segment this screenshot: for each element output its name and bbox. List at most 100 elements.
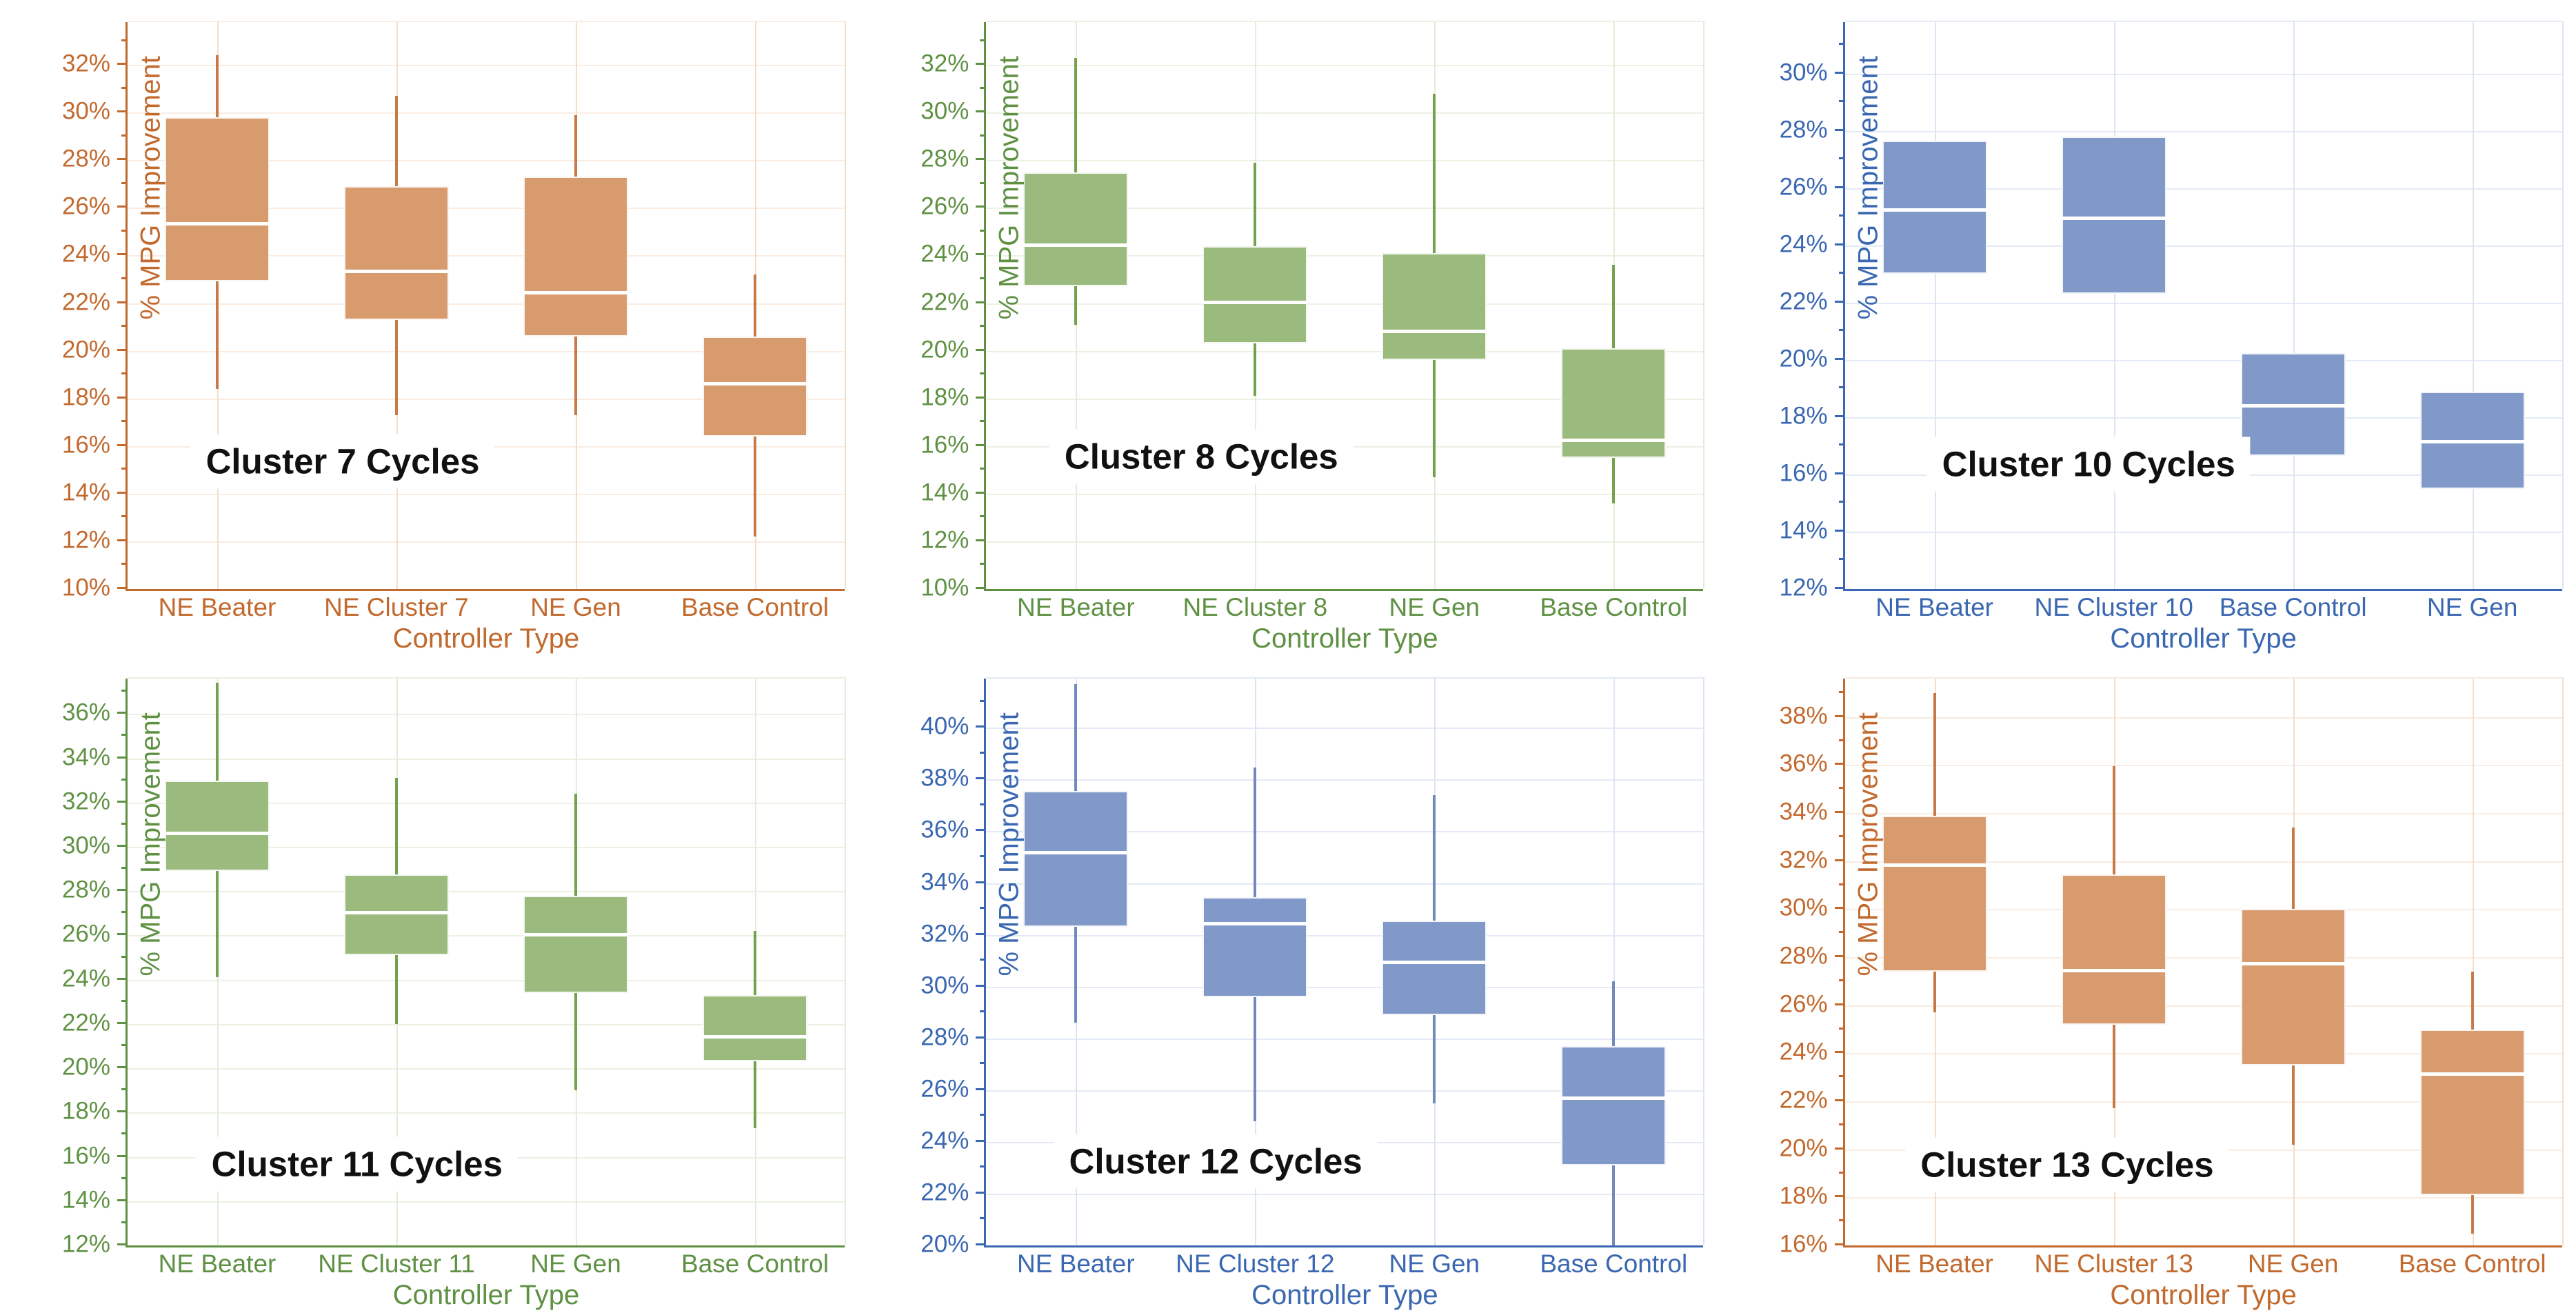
y-major-tick: [117, 348, 128, 351]
x-category-label: NE Cluster 13: [2034, 1250, 2193, 1278]
y-major-tick: [117, 491, 128, 494]
y-tick-label: 30%: [920, 97, 969, 125]
h-gridline: [986, 65, 1704, 67]
x-category-label: NE Cluster 8: [1183, 593, 1328, 621]
y-tick-label: 16%: [920, 431, 969, 459]
panel-title: Cluster 13 Cycles: [1905, 1137, 2229, 1192]
box-iqr: [2061, 874, 2166, 1025]
x-category-label: NE Beater: [1875, 593, 1994, 621]
y-tick-label: 26%: [920, 192, 969, 220]
h-gridline: [986, 1038, 1704, 1040]
h-gridline: [128, 350, 845, 352]
y-axis-title: % MPG Improvement: [994, 712, 1025, 976]
h-gridline: [986, 1090, 1704, 1092]
y-minor-tick: [1838, 739, 1845, 741]
h-gridline: [1844, 1053, 2562, 1055]
y-tick-label: 18%: [920, 383, 969, 411]
x-category-label: NE Beater: [158, 593, 276, 621]
chart-panel-cluster-10-cycles: Cluster 10 Cycles 12% 14% 16% 18% 20% 22% 24% 26…: [1718, 0, 2576, 656]
v-gridline: [1934, 22, 1936, 589]
box-median-line: [2240, 961, 2346, 965]
y-major-tick: [976, 301, 987, 303]
plot-area: [125, 21, 846, 591]
y-tick-label: 14%: [61, 479, 110, 506]
h-gridline: [1844, 130, 2562, 132]
y-major-tick: [117, 1021, 128, 1024]
y-tick-label: 12%: [1779, 574, 1828, 601]
box-median-line: [1023, 850, 1129, 854]
plot-area: [1842, 21, 2564, 591]
y-major-tick: [117, 539, 128, 541]
y-tick-label: 40%: [920, 712, 969, 740]
y-tick-label: 24%: [61, 240, 110, 268]
y-axis-line: [1842, 22, 1845, 589]
y-tick-label: 26%: [1779, 173, 1828, 201]
y-major-tick: [1834, 128, 1845, 131]
y-major-tick: [1834, 300, 1845, 303]
h-gridline: [128, 493, 845, 495]
y-major-tick: [117, 158, 128, 161]
h-gridline: [986, 303, 1704, 305]
y-tick-label: 16%: [1779, 1230, 1828, 1258]
y-tick-label: 18%: [1779, 402, 1828, 430]
y-tick-label: 22%: [1779, 288, 1828, 315]
y-minor-tick: [121, 822, 128, 825]
h-gridline: [128, 112, 845, 114]
h-gridline: [1844, 716, 2562, 719]
y-minor-tick: [121, 181, 128, 184]
chart-panel-cluster-11-cycles: Cluster 11 Cycles 12% 14% 16% 18% 20% 22% 24% 26…: [0, 656, 858, 1313]
h-gridline: [1844, 417, 2562, 419]
y-major-tick: [976, 396, 987, 399]
y-tick-label: 26%: [920, 1075, 969, 1103]
y-minor-tick: [1838, 214, 1845, 217]
y-tick-label: 32%: [920, 50, 969, 77]
y-major-tick: [976, 1191, 987, 1194]
box-iqr: [1882, 815, 1987, 972]
y-tick-label: 14%: [61, 1186, 110, 1214]
box-iqr: [1561, 348, 1667, 459]
panel-title: Cluster 7 Cycles: [190, 434, 495, 489]
y-minor-tick: [980, 229, 987, 232]
y-minor-tick: [980, 751, 987, 754]
y-tick-label: 30%: [61, 832, 110, 859]
box-iqr: [344, 186, 449, 320]
x-axis-line: [125, 589, 845, 591]
h-gridline: [1844, 188, 2562, 190]
h-gridline: [986, 160, 1704, 162]
h-gridline: [128, 714, 845, 716]
chart-panel-cluster-13-cycles: Cluster 13 Cycles 16% 18% 20% 22% 24% 26% 28% 30…: [1718, 656, 2576, 1313]
x-axis-line: [1842, 1245, 2562, 1247]
y-minor-tick: [121, 468, 128, 470]
y-tick-label: 20%: [920, 1230, 969, 1258]
v-gridline: [2472, 22, 2474, 589]
h-gridline: [986, 883, 1704, 885]
y-tick-label: 28%: [920, 1023, 969, 1051]
y-tick-label: 24%: [1779, 230, 1828, 258]
v-gridline: [2113, 22, 2115, 589]
x-category-label: NE Gen: [1389, 593, 1480, 621]
y-tick-label: 24%: [920, 240, 969, 268]
y-minor-tick: [980, 515, 987, 518]
y-minor-tick: [980, 181, 987, 184]
y-major-tick: [117, 253, 128, 256]
y-axis-title: % MPG Improvement: [1853, 712, 1884, 976]
y-tick-label: 10%: [61, 574, 110, 601]
h-gridline: [986, 493, 1704, 495]
box-iqr: [2240, 352, 2346, 456]
y-tick-label: 34%: [920, 868, 969, 896]
box-iqr: [1203, 245, 1308, 344]
chart-panel-cluster-7-cycles: Cluster 7 Cycles 10% 12% 14% 16% 18% 20% 22% 24%…: [0, 0, 858, 656]
y-tick-label: 12%: [920, 526, 969, 554]
y-major-tick: [976, 539, 987, 541]
y-minor-tick: [121, 734, 128, 736]
y-minor-tick: [121, 563, 128, 565]
y-major-tick: [1834, 907, 1845, 910]
y-tick-label: 26%: [1779, 990, 1828, 1018]
h-gridline: [986, 728, 1704, 730]
y-axis-line: [984, 679, 987, 1245]
box-iqr: [1382, 253, 1487, 361]
h-gridline: [986, 1193, 1704, 1195]
x-category-label: Base Control: [681, 1250, 829, 1278]
y-minor-tick: [121, 39, 128, 41]
y-minor-tick: [121, 277, 128, 279]
